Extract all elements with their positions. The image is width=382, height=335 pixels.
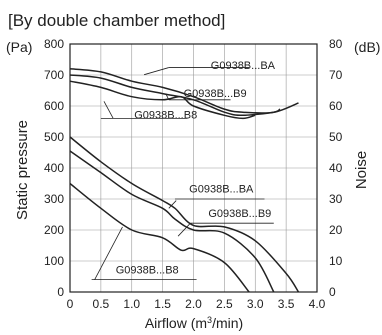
plot-frame: [69, 43, 318, 293]
annotation-leader: [177, 222, 191, 237]
y-left-tick-label: 500: [44, 130, 64, 144]
right-unit-label: (dB): [354, 39, 380, 55]
annotation-label-noise_BA: G0938B...BA: [211, 60, 276, 72]
y-right-tick-label: 0: [329, 285, 336, 299]
y-left-tick-label: 200: [44, 223, 64, 237]
y-left-tick-label: 700: [44, 68, 64, 82]
left-unit-label: (Pa): [6, 39, 32, 55]
y-right-tick-label: 80: [329, 37, 343, 51]
annotation-label-pressure_B8: G0938B...B8: [116, 265, 179, 277]
pressure-curve-BA: [69, 136, 300, 293]
annotation-leader: [103, 101, 114, 119]
y-left-tick-label: 800: [44, 37, 64, 51]
y-right-tick-label: 60: [329, 99, 343, 113]
y-right-tick-label: 50: [329, 130, 343, 144]
annotation-label-noise_B9: G0938B...B9: [184, 88, 247, 100]
annotation-label-noise_B8: G0938B...B8: [134, 110, 197, 122]
x-axis-label: Airflow (m3/min): [145, 315, 243, 331]
y-right-tick-label: 40: [329, 161, 343, 175]
y-left-tick-label: 600: [44, 99, 64, 113]
x-tick-label: 0.5: [93, 297, 110, 311]
x-tick-label: 2.5: [216, 297, 233, 311]
y-left-tick-label: 400: [44, 161, 64, 175]
annotation-leader: [143, 67, 169, 76]
x-tick-label: 4.0: [309, 297, 326, 311]
noise-curve-B8: [69, 80, 256, 120]
annotation-leader: [168, 200, 177, 209]
chart-title: [By double chamber method]: [8, 11, 225, 30]
y-right-tick-label: 10: [329, 254, 343, 268]
y-left-tick-label: 300: [44, 192, 64, 206]
right-axis-label: Noise: [353, 151, 370, 189]
y-right-tick-label: 70: [329, 68, 343, 82]
annotation-leader: [165, 93, 170, 100]
x-tick-label: 3.0: [247, 297, 264, 311]
x-tick-label: 1.0: [123, 297, 140, 311]
y-left-tick-label: 0: [57, 285, 64, 299]
x-tick-label: 3.5: [278, 297, 295, 311]
left-axis-label: Static pressure: [14, 120, 31, 220]
annotation-leader: [94, 226, 123, 280]
y-right-tick-label: 20: [329, 223, 343, 237]
pressure-curve-B9: [69, 150, 275, 293]
annotation-label-pressure_BA: G0938B...BA: [189, 183, 254, 195]
y-right-tick-label: 30: [329, 192, 343, 206]
x-tick-label: 2.0: [185, 297, 202, 311]
pressure-curve-B8: [69, 182, 250, 293]
x-tick-label: 0: [67, 297, 74, 311]
x-tick-label: 1.5: [154, 297, 171, 311]
y-left-tick-label: 100: [44, 254, 64, 268]
annotation-label-pressure_B9: G0938B...B9: [208, 208, 271, 220]
